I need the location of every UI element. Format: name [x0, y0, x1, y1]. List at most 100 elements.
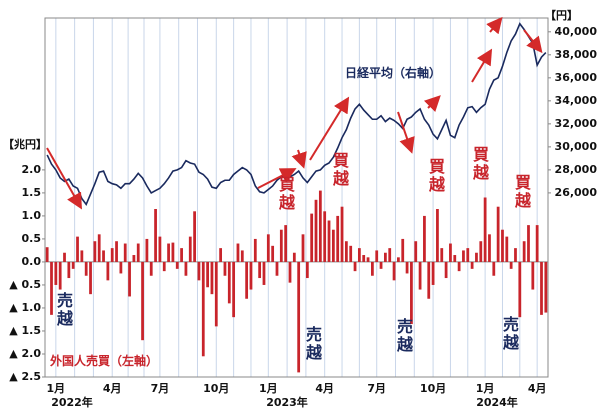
bar	[188, 236, 192, 262]
bar	[431, 261, 435, 285]
y-tick-label: ▲ 1.0	[9, 301, 41, 314]
bar	[162, 261, 166, 272]
y-tick-label: 2.0	[22, 163, 42, 176]
legend-label: 日経平均（右軸）	[345, 66, 442, 80]
bar	[305, 261, 309, 279]
y2-tick-label: 30,000	[555, 140, 598, 153]
x-tick-label: 4月	[528, 382, 547, 395]
bar	[206, 261, 209, 288]
y-tick-label: 0.5	[22, 232, 42, 245]
bar	[279, 229, 283, 262]
bar	[245, 261, 249, 299]
bar	[145, 238, 149, 262]
x-tick-label: 4月	[315, 382, 334, 395]
y2-tick-label: 32,000	[555, 117, 598, 130]
bar	[67, 261, 71, 279]
bar	[475, 252, 478, 262]
bar	[58, 261, 62, 290]
arrow	[523, 29, 543, 54]
y-tick-label: ▲ 1.5	[9, 324, 41, 337]
y2-tick-label: 26,000	[555, 186, 598, 199]
bar	[544, 261, 548, 313]
bar	[240, 250, 244, 262]
bar	[106, 261, 110, 281]
bar	[158, 236, 162, 262]
bar	[262, 261, 266, 285]
y2-tick-label: 38,000	[555, 48, 598, 61]
x-tick-label: 7月	[151, 382, 170, 395]
bar	[119, 261, 123, 274]
bar	[479, 241, 483, 262]
left-axis-unit: 【兆円】	[3, 137, 47, 151]
bar	[375, 250, 379, 262]
bar	[440, 248, 444, 262]
bar	[370, 261, 374, 276]
bar	[531, 261, 535, 290]
bar	[97, 234, 101, 262]
bar	[405, 261, 409, 274]
x-tick-label: 1月	[47, 382, 66, 395]
bar	[462, 250, 465, 262]
bar	[171, 242, 175, 262]
bar	[236, 243, 240, 262]
bar	[193, 211, 196, 262]
bar	[527, 225, 530, 262]
annotation: 売越	[394, 318, 413, 354]
bar	[349, 245, 353, 262]
arrow	[309, 96, 350, 161]
bar	[488, 234, 491, 262]
bar	[175, 261, 179, 269]
bar	[388, 248, 392, 262]
x-group-label: 2023年	[266, 395, 308, 408]
bar	[357, 248, 361, 262]
bar	[518, 261, 522, 318]
x-tick-label: 10月	[420, 382, 446, 395]
bar	[509, 261, 513, 269]
bar	[492, 261, 496, 276]
bar	[102, 250, 105, 262]
bar	[288, 261, 292, 283]
bar	[392, 261, 396, 281]
y2-tick-label: 34,000	[555, 94, 598, 107]
bar	[210, 261, 214, 295]
bar	[301, 234, 305, 262]
bar	[483, 197, 487, 262]
bar	[397, 257, 400, 262]
arrow	[471, 48, 493, 83]
bar	[540, 261, 543, 315]
bar	[318, 190, 322, 262]
annotation: 買越	[426, 158, 445, 194]
bar	[344, 241, 348, 262]
annotation: 売越	[54, 292, 73, 328]
bar	[141, 261, 144, 341]
y-tick-label: 1.0	[22, 209, 42, 222]
plot-frame	[44, 17, 549, 378]
grid	[44, 17, 549, 378]
bar	[366, 257, 370, 262]
bar	[384, 252, 387, 262]
trend-arrows	[46, 16, 543, 210]
bar	[128, 261, 131, 297]
bar	[470, 261, 474, 269]
bar	[323, 211, 327, 262]
legend-label: 外国人売買（左軸）	[50, 354, 159, 368]
bar	[331, 229, 335, 262]
bar	[444, 261, 448, 279]
x-tick-label: 7月	[367, 382, 386, 395]
bar	[453, 255, 457, 262]
arrow	[46, 147, 82, 210]
plot	[45, 22, 548, 373]
bar	[154, 209, 157, 262]
y-tick-label: ▲ 2.5	[9, 370, 41, 383]
bar	[292, 252, 296, 262]
bar	[45, 247, 49, 262]
bar	[132, 255, 136, 262]
y2-tick-label: 40,000	[555, 25, 598, 38]
bar	[219, 248, 223, 262]
bar	[414, 241, 418, 262]
bar	[275, 261, 279, 276]
annotation: 売越	[500, 316, 519, 352]
x-group-label: 2024年	[476, 395, 518, 408]
bar	[253, 238, 257, 262]
bar	[327, 220, 331, 262]
